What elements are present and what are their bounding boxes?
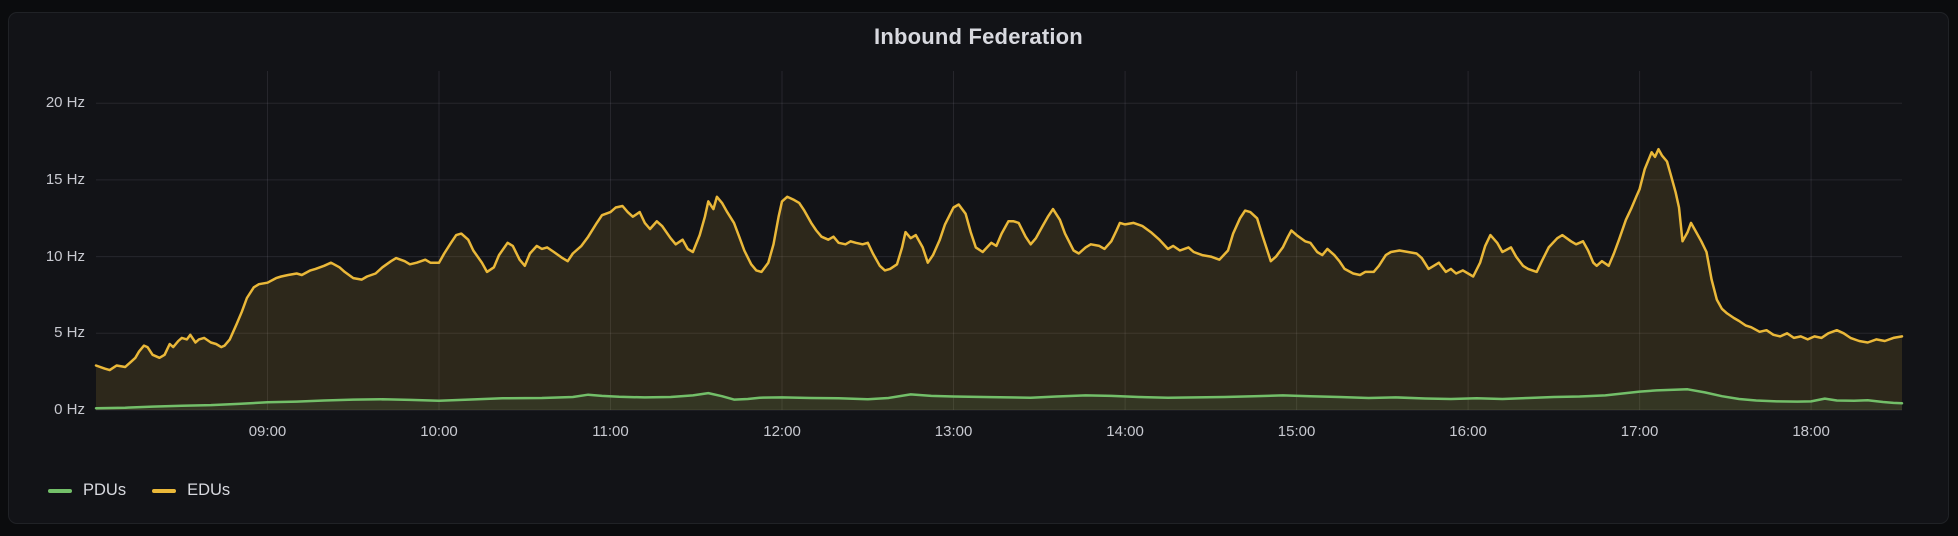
y-tick-label: 15 Hz xyxy=(45,170,85,188)
x-tick-label: 09:00 xyxy=(248,423,287,440)
legend: PDUs EDUs xyxy=(48,481,230,500)
x-tick-label: 16:00 xyxy=(1449,423,1487,440)
x-tick-label: 13:00 xyxy=(934,423,973,440)
legend-item-edus[interactable]: EDUs xyxy=(152,481,230,500)
x-tick-label: 18:00 xyxy=(1792,423,1830,440)
y-tick-label: 5 Hz xyxy=(54,324,85,342)
y-tick-label: 20 Hz xyxy=(45,94,85,112)
y-axis: 0 Hz 5 Hz 10 Hz 15 Hz 20 Hz xyxy=(9,71,85,418)
y-tick-label: 0 Hz xyxy=(54,401,85,418)
x-tick-label: 10:00 xyxy=(420,423,458,440)
x-tick-label: 14:00 xyxy=(1106,423,1144,440)
grafana-panel: Inbound Federation 0 Hz 5 Hz 10 Hz 15 Hz 20 … xyxy=(8,12,1949,524)
edus-series-swatch-icon xyxy=(152,488,177,493)
pdus-series-swatch-icon xyxy=(48,488,72,493)
x-tick-label: 15:00 xyxy=(1277,423,1316,440)
plot-svg[interactable] xyxy=(94,71,1904,411)
legend-item-pdus[interactable]: PDUs xyxy=(48,481,126,500)
legend-label-pdus[interactable]: PDUs xyxy=(83,481,127,499)
x-tick-label: 11:00 xyxy=(592,423,629,440)
x-tick-label: 12:00 xyxy=(763,423,801,440)
time-series-plot[interactable] xyxy=(94,71,1904,411)
x-axis: 09:00 10:00 11:00 12:00 13:00 14:00 15:00 16:00… xyxy=(96,419,1902,445)
x-tick-label: 17:00 xyxy=(1620,423,1659,440)
y-tick-label: 10 Hz xyxy=(45,247,85,265)
panel-title[interactable]: Inbound Federation xyxy=(874,24,1083,49)
legend-label-edus[interactable]: EDUs xyxy=(187,481,231,499)
